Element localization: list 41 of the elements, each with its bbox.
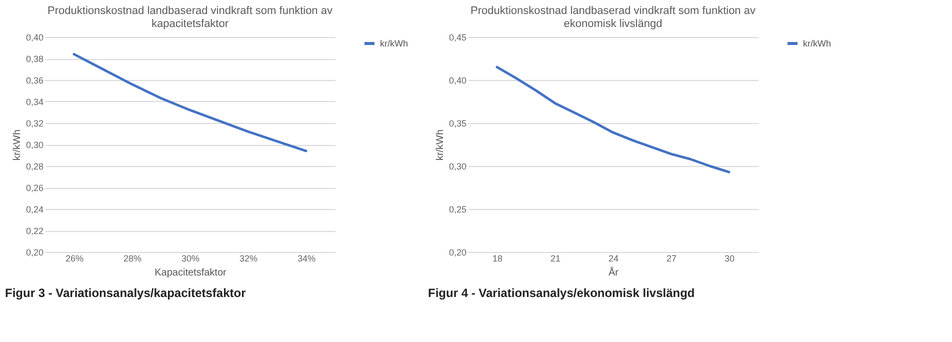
x-axis-title: År (608, 266, 620, 278)
y-tick-label: 0,38 (26, 54, 44, 64)
y-tick-label: 0,28 (26, 162, 44, 172)
x-tick-label: 30% (181, 254, 200, 264)
y-tick-label: 0,36 (26, 76, 44, 86)
y-tick-label: 0,40 (448, 76, 466, 86)
y-tick-label: 0,20 (448, 248, 466, 258)
y-tick-label: 0,25 (448, 204, 466, 214)
text: Figur 4 - Variationsanalys/ekonomisk livslängd (428, 286, 695, 300)
y-tick-label: 0,24 (26, 204, 44, 214)
x-tick-label: 28% (123, 254, 142, 264)
y-tick-label: 0,35 (448, 118, 466, 128)
y-axis-title: kr/kWh (12, 129, 23, 161)
line-series (496, 66, 730, 174)
x-tick-label: 34% (297, 254, 316, 264)
y-tick-label: 0,30 (26, 140, 44, 150)
text: Produktionskostnad landbaserad vindkraft som funktion av (470, 5, 756, 17)
x-tick-label: 30 (724, 254, 735, 264)
x-tick-label: 18 (492, 254, 503, 264)
y-tick-label: 0,45 (448, 32, 466, 42)
line-series (72, 52, 308, 152)
y-tick-label: 0,26 (26, 183, 44, 193)
x-tick-label: 24 (608, 254, 619, 264)
text: Figur 3 - Variationsanalys/kapacitetsfaktor (5, 286, 246, 300)
y-tick-label: 0,34 (26, 97, 44, 107)
legend-label: kr/kWh (380, 38, 408, 48)
y-tick-label: 0,22 (26, 226, 44, 236)
legend-label: kr/kWh (803, 38, 831, 48)
text: kapacitetsfaktor (151, 18, 229, 30)
text: ekonomisk livslängd (564, 18, 662, 30)
x-tick-label: 32% (239, 254, 258, 264)
y-axis-title: kr/kWh (434, 129, 446, 161)
y-tick-label: 0,40 (26, 32, 44, 42)
text: Produktionskostnad landbaserad vindkraft som funktion av (48, 5, 332, 17)
x-tick-label: 21 (550, 254, 561, 264)
x-tick-label: 27 (666, 254, 677, 264)
y-tick-label: 0,32 (26, 118, 44, 128)
x-axis-title: Kapacitetsfaktor (154, 268, 228, 278)
y-tick-label: 0,20 (26, 248, 44, 258)
x-tick-label: 26% (65, 254, 84, 264)
y-tick-label: 0,30 (448, 162, 466, 172)
